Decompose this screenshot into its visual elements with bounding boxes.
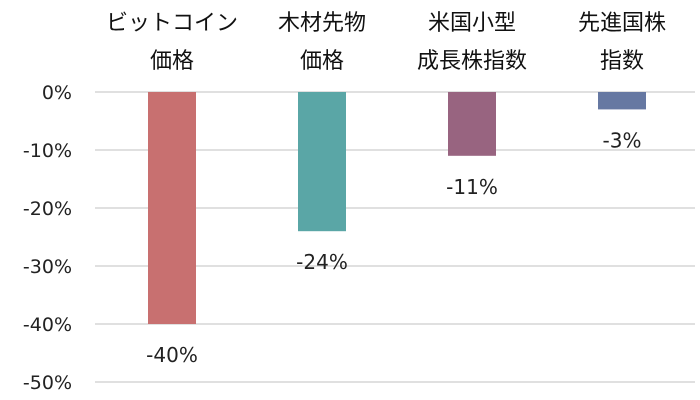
- y-tick-label: -50%: [23, 372, 72, 394]
- y-tick-label: -20%: [23, 198, 72, 220]
- bar: [298, 92, 346, 232]
- bar: [148, 92, 196, 324]
- data-label: -11%: [446, 175, 498, 199]
- category-label: 価格: [150, 49, 194, 74]
- category-label: 指数: [600, 49, 644, 74]
- data-label: -24%: [296, 250, 348, 274]
- category-label: 成長株指数: [417, 49, 527, 74]
- data-label: -3%: [603, 128, 642, 152]
- y-tick-label: -30%: [23, 256, 72, 278]
- y-axis-tick-labels: 0% -10% -20% -30% -40% -50%: [23, 82, 72, 394]
- y-tick-label: -40%: [23, 314, 72, 336]
- data-labels: -40% -24% -11% -3%: [146, 128, 641, 367]
- data-label: -40%: [146, 343, 198, 367]
- category-label: 米国小型: [428, 11, 516, 36]
- bars: [148, 92, 646, 324]
- category-label: ビットコイン: [106, 11, 238, 36]
- bar: [448, 92, 496, 156]
- y-tick-label: 0%: [42, 82, 72, 104]
- category-label: 木材先物: [278, 11, 366, 36]
- category-label: 価格: [300, 49, 344, 74]
- category-label: 先進国株: [578, 11, 666, 36]
- bar: [598, 92, 646, 110]
- y-tick-label: -10%: [23, 140, 72, 162]
